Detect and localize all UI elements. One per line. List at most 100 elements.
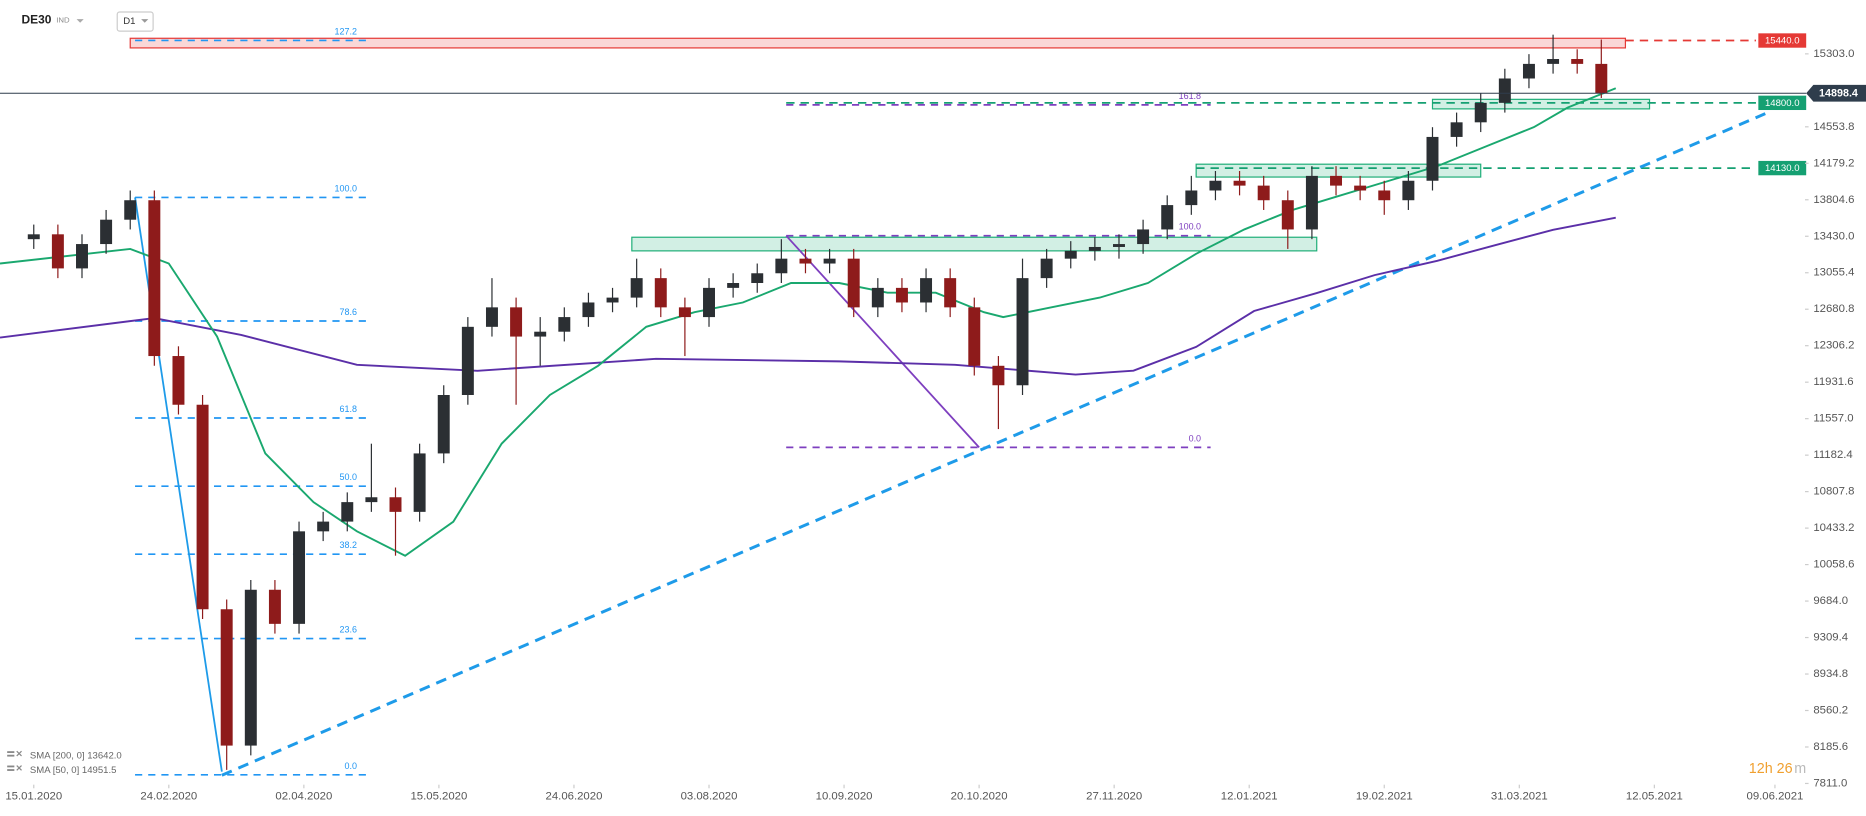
price-level-label: 14800.0 bbox=[1765, 98, 1800, 109]
fib-label: 38.2 bbox=[340, 540, 357, 550]
price-level-box bbox=[1758, 160, 1807, 176]
candle-body bbox=[51, 234, 64, 269]
x-tick-label: 24.06.2020 bbox=[546, 791, 603, 803]
x-tick-label: 24.02.2020 bbox=[140, 791, 197, 803]
candle-body bbox=[1571, 59, 1584, 64]
candle-body bbox=[1209, 180, 1222, 191]
candle-body bbox=[244, 589, 257, 746]
fib-label: 0.0 bbox=[1189, 433, 1201, 443]
candle-body bbox=[27, 234, 40, 240]
symbol: DE30 bbox=[22, 12, 52, 26]
candle-body bbox=[1354, 185, 1367, 191]
x-tick-label: 15.01.2020 bbox=[5, 791, 62, 803]
candle-body bbox=[196, 404, 209, 610]
candle-body bbox=[413, 453, 426, 512]
candle-body bbox=[1522, 63, 1535, 79]
fib-label: 100.0 bbox=[335, 183, 357, 193]
candle-body bbox=[1402, 180, 1415, 201]
y-tick-label: 9309.4 bbox=[1813, 632, 1848, 644]
candle-body bbox=[703, 287, 715, 318]
candle-body bbox=[341, 502, 354, 522]
candle-body bbox=[944, 278, 957, 308]
fib-label: 78.6 bbox=[340, 307, 357, 317]
x-tick-label: 03.08.2020 bbox=[681, 791, 738, 803]
interval: D1 bbox=[123, 16, 135, 27]
x-tick-label: 09.06.2021 bbox=[1747, 791, 1804, 803]
legend-entry: SMA [50, 0] 14951.5 bbox=[30, 765, 117, 776]
candle-body bbox=[1474, 102, 1487, 123]
candle-body bbox=[558, 317, 571, 332]
candle-body bbox=[437, 394, 450, 454]
trendline bbox=[221, 112, 1766, 777]
candle-body bbox=[582, 302, 595, 318]
countdown-unit: m bbox=[1794, 761, 1806, 777]
candle-body bbox=[1281, 200, 1294, 230]
candle-body bbox=[1185, 190, 1198, 206]
candle-body bbox=[1305, 175, 1318, 230]
y-tick-label: 10058.6 bbox=[1813, 559, 1854, 571]
y-tick-label: 13055.4 bbox=[1813, 267, 1854, 279]
price-level-box bbox=[1758, 95, 1807, 111]
candle-body bbox=[389, 497, 402, 512]
candle-body bbox=[220, 609, 233, 746]
x-tick-label: 12.05.2021 bbox=[1626, 791, 1683, 803]
y-tick-label: 12680.8 bbox=[1813, 303, 1854, 315]
trendline bbox=[785, 235, 980, 448]
candle-body bbox=[1161, 205, 1174, 230]
x-tick-label: 15.05.2020 bbox=[410, 791, 467, 803]
fib-label: 61.8 bbox=[340, 404, 357, 414]
x-tick-label: 31.03.2021 bbox=[1491, 791, 1548, 803]
candle-body bbox=[606, 297, 619, 303]
sma-line bbox=[0, 216, 1616, 376]
y-tick-label: 9684.0 bbox=[1813, 595, 1848, 607]
candle-body bbox=[799, 258, 812, 264]
fib-label: 127.2 bbox=[335, 26, 357, 36]
price-level-box bbox=[1758, 33, 1807, 48]
candle-body bbox=[293, 531, 306, 624]
y-tick-label: 10807.8 bbox=[1813, 486, 1854, 498]
candle-body bbox=[1040, 258, 1053, 279]
y-tick-label: 14179.2 bbox=[1813, 157, 1854, 169]
legend-icons bbox=[7, 750, 22, 771]
candle-body bbox=[317, 521, 330, 532]
y-tick-label: 10433.2 bbox=[1813, 522, 1854, 534]
candle-body bbox=[510, 307, 523, 337]
candle-body bbox=[268, 589, 281, 624]
price-level-label: 14130.0 bbox=[1765, 163, 1800, 174]
x-tick-label: 12.01.2021 bbox=[1221, 791, 1278, 803]
candle-body bbox=[1064, 250, 1077, 259]
candle-body bbox=[172, 356, 185, 405]
interval-select[interactable] bbox=[116, 11, 154, 32]
candle-body bbox=[1498, 78, 1511, 103]
candle-body bbox=[727, 283, 740, 288]
y-tick-label: 11557.0 bbox=[1813, 413, 1853, 425]
candle-body bbox=[1233, 180, 1246, 186]
y-tick-label: 11931.6 bbox=[1813, 376, 1853, 388]
y-tick-label: 8560.2 bbox=[1813, 705, 1848, 717]
candle-body bbox=[751, 273, 764, 284]
last-price-label: 14898.4 bbox=[1819, 88, 1858, 100]
candle-body bbox=[895, 287, 908, 303]
x-tick-label: 19.02.2021 bbox=[1356, 791, 1413, 803]
y-tick-label: 13804.6 bbox=[1813, 194, 1854, 206]
candle-body bbox=[775, 258, 788, 274]
candle-body bbox=[1426, 136, 1439, 181]
y-tick-label: 14553.8 bbox=[1813, 121, 1854, 133]
zone bbox=[1431, 98, 1651, 110]
candle-body bbox=[1113, 244, 1125, 247]
candle-body bbox=[1450, 122, 1463, 137]
last-price-box bbox=[1806, 84, 1866, 102]
candle-body bbox=[1547, 59, 1560, 64]
x-tick-label: 02.04.2020 bbox=[275, 791, 332, 803]
candle-body bbox=[823, 258, 836, 264]
fib-label: 0.0 bbox=[345, 761, 357, 771]
candle-body bbox=[654, 278, 667, 308]
candle-body bbox=[630, 278, 643, 298]
candle-body bbox=[968, 307, 981, 366]
candle-body bbox=[1088, 246, 1101, 251]
candle-body bbox=[100, 219, 113, 245]
y-tick-label: 11182.4 bbox=[1813, 449, 1852, 461]
candle-body bbox=[124, 200, 137, 220]
candle-body bbox=[76, 244, 88, 269]
